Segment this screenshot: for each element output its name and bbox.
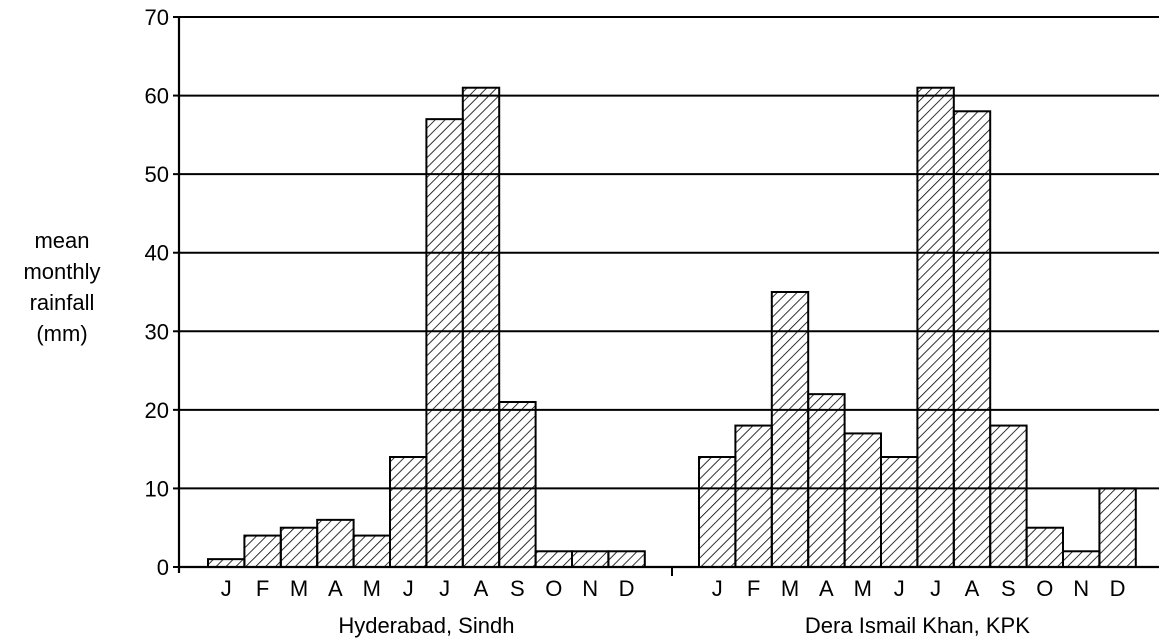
month-label: S	[1001, 576, 1016, 601]
month-label: J	[712, 576, 723, 601]
bar	[425, 118, 464, 569]
bar	[316, 518, 355, 568]
month-label: O	[1036, 576, 1053, 601]
month-label: J	[894, 576, 905, 601]
y-tick-label: 50	[145, 162, 169, 187]
bar	[734, 424, 773, 569]
bar	[1098, 487, 1137, 568]
bar	[498, 401, 537, 568]
y-tick-label: 10	[145, 476, 169, 501]
month-label: A	[474, 576, 489, 601]
month-label: J	[930, 576, 941, 601]
bar	[534, 550, 573, 568]
y-axis-label: mean monthly rainfall (mm)	[23, 228, 100, 346]
month-label: J	[439, 576, 450, 601]
bar	[989, 424, 1028, 569]
month-label: S	[510, 576, 525, 601]
group-label: Hyderabad, Sindh	[338, 613, 514, 638]
y-tick-label: 70	[145, 5, 169, 30]
bar	[352, 534, 392, 568]
month-label: A	[328, 576, 343, 601]
month-label: F	[256, 576, 269, 601]
y-tick-label: 60	[145, 84, 169, 109]
y-tick-label: 0	[157, 555, 169, 580]
bar	[279, 526, 319, 569]
bar	[571, 550, 610, 568]
bar	[698, 456, 737, 568]
bar	[952, 110, 992, 569]
month-label: F	[747, 576, 760, 601]
bar	[843, 432, 882, 568]
month-label: M	[854, 576, 872, 601]
bar	[243, 534, 282, 568]
group-labels: Hyderabad, Sindh Dera Ismail Khan, KPK	[338, 613, 1030, 638]
month-label: A	[819, 576, 834, 601]
y-axis-label-line: rainfall	[30, 290, 95, 315]
month-label: J	[403, 576, 414, 601]
bars	[207, 86, 1137, 569]
bar	[807, 393, 846, 568]
y-tick-label: 40	[145, 241, 169, 266]
y-axis-label-line: monthly	[23, 259, 100, 284]
axes	[173, 16, 1159, 576]
month-label: J	[221, 576, 232, 601]
y-axis-label-line: mean	[34, 228, 89, 253]
bar	[207, 558, 246, 569]
bar	[770, 291, 810, 568]
y-tick-labels: 0 10 20 30 40 50 60 70	[145, 5, 169, 580]
month-label: M	[290, 576, 308, 601]
y-tick-label: 20	[145, 398, 169, 423]
bar	[916, 86, 955, 568]
month-label: A	[965, 576, 980, 601]
y-tick-label: 30	[145, 319, 169, 344]
bar	[1062, 550, 1101, 568]
month-label: N	[582, 576, 598, 601]
bar	[880, 456, 919, 568]
bar	[389, 456, 428, 568]
bar	[607, 550, 646, 568]
bar	[461, 86, 501, 568]
y-axis-label-line: (mm)	[36, 321, 87, 346]
bar	[1025, 526, 1064, 569]
group-label: Dera Ismail Khan, KPK	[805, 613, 1030, 638]
month-label: D	[1110, 576, 1126, 601]
gridlines	[179, 16, 1159, 490]
month-label: M	[363, 576, 381, 601]
month-label: D	[619, 576, 635, 601]
month-label: N	[1073, 576, 1089, 601]
month-label: O	[545, 576, 562, 601]
month-label: M	[781, 576, 799, 601]
